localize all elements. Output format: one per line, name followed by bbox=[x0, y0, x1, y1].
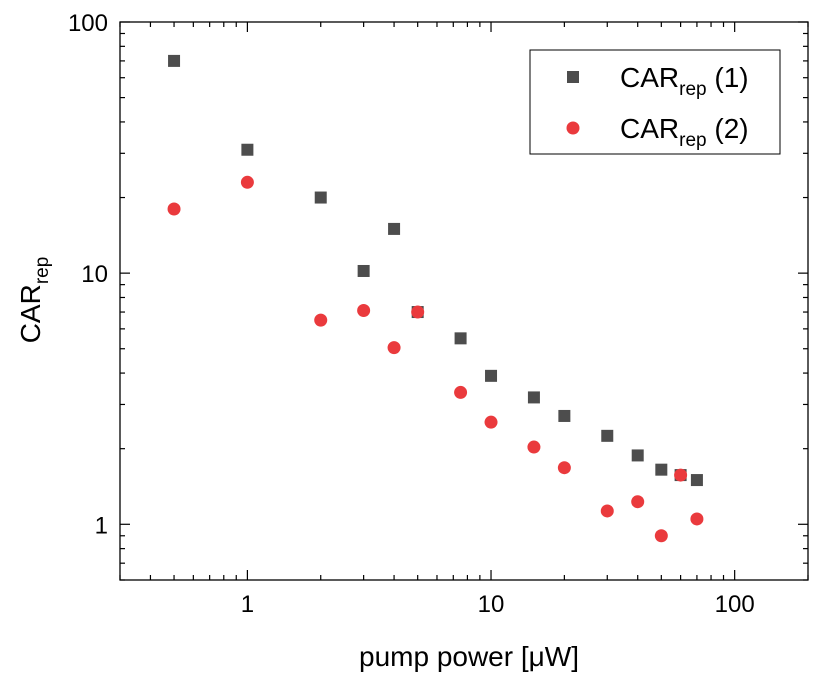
data-point-series-2 bbox=[674, 468, 688, 482]
data-point-series-2 bbox=[484, 415, 498, 429]
data-point-series-2 bbox=[527, 440, 541, 454]
data-point-series-1 bbox=[601, 429, 614, 442]
data-point-series-1 bbox=[655, 463, 668, 476]
x-tick-label: 100 bbox=[715, 591, 755, 618]
data-point-series-2 bbox=[654, 529, 668, 543]
data-point-series-1 bbox=[631, 449, 644, 462]
data-point-series-1 bbox=[314, 191, 327, 204]
x-axis-title: pump power [μW] bbox=[359, 641, 579, 672]
data-point-series-2 bbox=[631, 495, 645, 509]
x-tick-label: 1 bbox=[241, 591, 254, 618]
legend-label: CARrep (2) bbox=[620, 113, 749, 151]
x-tick-label: 10 bbox=[478, 591, 505, 618]
legend-marker-circle bbox=[566, 121, 580, 135]
data-point-series-2 bbox=[600, 504, 614, 518]
plot-area-frame bbox=[119, 21, 809, 581]
y-tick-label: 100 bbox=[68, 10, 108, 37]
data-point-series-2 bbox=[411, 305, 425, 319]
data-point-series-2 bbox=[387, 341, 401, 355]
data-point-series-2 bbox=[454, 385, 468, 399]
y-tick-label: 1 bbox=[95, 512, 108, 539]
y-tick-label: 10 bbox=[81, 261, 108, 288]
data-point-series-2 bbox=[690, 512, 704, 526]
data-point-series-2 bbox=[314, 313, 328, 327]
data-point-series-1 bbox=[168, 54, 181, 67]
data-point-series-2 bbox=[240, 175, 254, 189]
legend-box bbox=[529, 49, 781, 155]
data-point-series-1 bbox=[558, 409, 571, 422]
data-point-series-1 bbox=[388, 222, 401, 235]
data-point-series-1 bbox=[485, 369, 498, 382]
legend-marker-square bbox=[567, 71, 579, 83]
data-point-series-1 bbox=[690, 474, 703, 487]
data-point-series-2 bbox=[557, 461, 571, 475]
data-point-series-1 bbox=[241, 143, 254, 156]
data-point-series-1 bbox=[357, 264, 370, 277]
data-point-series-1 bbox=[527, 391, 540, 404]
data-point-series-2 bbox=[167, 202, 181, 216]
data-point-series-2 bbox=[357, 303, 371, 317]
y-axis-title: CARrep bbox=[15, 257, 53, 344]
legend-label: CARrep (1) bbox=[620, 62, 749, 100]
data-point-series-1 bbox=[454, 332, 467, 345]
